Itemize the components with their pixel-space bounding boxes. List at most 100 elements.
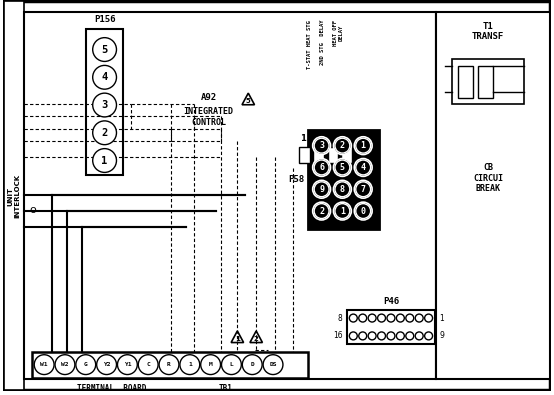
Circle shape (416, 314, 423, 322)
Circle shape (201, 355, 220, 374)
Bar (341, 147, 352, 162)
Circle shape (355, 158, 372, 177)
Bar (458, 66, 473, 98)
Text: 1: 1 (361, 141, 366, 150)
Circle shape (424, 332, 433, 340)
Circle shape (406, 314, 414, 322)
Circle shape (334, 137, 351, 154)
Text: L: L (229, 362, 233, 367)
Bar (327, 147, 338, 162)
Text: 2: 2 (319, 207, 324, 216)
Text: T1
TRANSF: T1 TRANSF (472, 22, 504, 41)
Circle shape (335, 138, 350, 153)
Circle shape (397, 314, 404, 322)
Circle shape (335, 203, 350, 218)
Text: 2: 2 (254, 336, 259, 342)
Text: 3: 3 (101, 100, 107, 110)
Circle shape (242, 355, 262, 374)
Bar (24, 12, 435, 380)
Circle shape (355, 202, 372, 220)
Circle shape (180, 355, 199, 374)
Text: 3: 3 (319, 141, 324, 150)
Bar (299, 147, 310, 162)
Circle shape (314, 160, 329, 175)
Circle shape (93, 93, 116, 117)
Circle shape (355, 137, 372, 154)
Text: 4: 4 (101, 72, 107, 82)
Circle shape (416, 332, 423, 340)
Text: UNIT
INTERLOCK: UNIT INTERLOCK (7, 174, 20, 218)
Text: 5: 5 (340, 163, 345, 172)
Text: R: R (167, 362, 171, 367)
Circle shape (334, 181, 351, 198)
Text: o: o (30, 205, 37, 215)
Circle shape (93, 38, 116, 62)
Text: 1: 1 (300, 134, 306, 143)
Text: HEAT OFF
DELAY: HEAT OFF DELAY (333, 20, 344, 46)
Text: 3: 3 (327, 134, 334, 143)
Bar (86, 29, 124, 175)
Text: P156: P156 (94, 15, 115, 24)
Text: 2: 2 (340, 141, 345, 150)
Circle shape (355, 181, 372, 198)
Circle shape (159, 355, 179, 374)
Circle shape (387, 332, 395, 340)
Text: G: G (84, 362, 88, 367)
Bar (435, 12, 551, 380)
Circle shape (55, 355, 75, 374)
Text: 2ND STG  DELAY: 2ND STG DELAY (320, 20, 325, 65)
Text: M: M (209, 362, 213, 367)
Text: Y1: Y1 (124, 362, 131, 367)
Circle shape (312, 137, 331, 154)
Circle shape (387, 314, 395, 322)
Circle shape (356, 160, 371, 175)
Text: 1: 1 (101, 156, 107, 166)
Bar (307, 130, 379, 229)
Text: 4: 4 (361, 163, 366, 172)
Text: A92: A92 (201, 92, 217, 102)
Bar (312, 147, 324, 162)
Circle shape (359, 332, 367, 340)
Text: D: D (250, 362, 254, 367)
Bar (453, 60, 524, 104)
Circle shape (335, 160, 350, 175)
Circle shape (406, 332, 414, 340)
Text: 2: 2 (101, 128, 107, 138)
Circle shape (93, 121, 116, 145)
Text: C: C (146, 362, 150, 367)
Text: 4: 4 (341, 134, 347, 143)
Text: 8: 8 (337, 314, 342, 323)
Circle shape (368, 314, 376, 322)
Circle shape (312, 158, 331, 177)
Circle shape (96, 355, 116, 374)
Circle shape (335, 182, 350, 197)
Circle shape (76, 355, 96, 374)
Circle shape (424, 314, 433, 322)
Text: W2: W2 (61, 362, 69, 367)
Bar (310, 132, 377, 227)
Text: P46: P46 (383, 297, 399, 306)
Text: Y2: Y2 (103, 362, 110, 367)
Circle shape (314, 203, 329, 218)
Circle shape (334, 202, 351, 220)
Text: W1: W1 (40, 362, 48, 367)
Bar (347, 310, 434, 344)
Text: CB
CIRCUI
BREAK: CB CIRCUI BREAK (473, 164, 503, 193)
Circle shape (312, 181, 331, 198)
Text: 0: 0 (361, 207, 366, 216)
Circle shape (378, 314, 386, 322)
Text: INTEGRATED
CONTROL: INTEGRATED CONTROL (183, 107, 234, 127)
Circle shape (359, 314, 367, 322)
Circle shape (356, 203, 371, 218)
Text: 8: 8 (340, 185, 345, 194)
Circle shape (356, 138, 371, 153)
Circle shape (312, 202, 331, 220)
Text: 9: 9 (319, 185, 324, 194)
Circle shape (34, 355, 54, 374)
Text: DS: DS (269, 362, 277, 367)
Text: 1: 1 (235, 336, 240, 342)
Circle shape (350, 332, 357, 340)
Bar (24, 201, 42, 219)
Circle shape (397, 332, 404, 340)
Text: 5: 5 (246, 98, 250, 104)
